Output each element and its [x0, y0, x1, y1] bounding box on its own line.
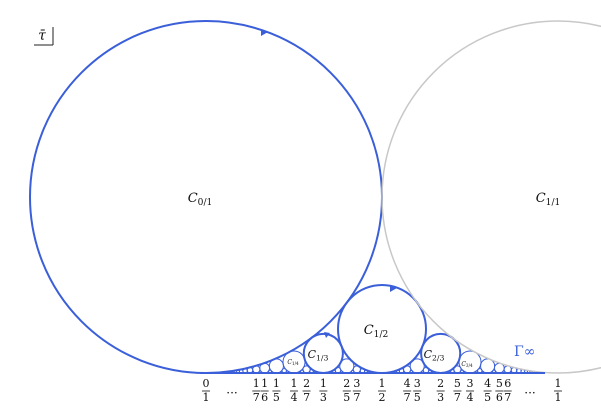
ford-circle: [302, 365, 311, 374]
fraction-denominator: 7: [353, 391, 360, 404]
fraction-numerator: 3: [467, 377, 474, 390]
fraction-numerator: 2: [343, 377, 350, 390]
fraction-denominator: 1: [203, 391, 210, 404]
ford-circle-gray: [381, 20, 601, 374]
fraction-numerator: 3: [353, 377, 360, 390]
fraction-numerator: 3: [414, 377, 421, 390]
ford-circle: [453, 365, 462, 374]
fraction-denominator: 7: [504, 391, 511, 404]
circle-label-sub: 1/1: [546, 197, 561, 207]
circles: [29, 20, 601, 375]
ellipsis: ...: [524, 383, 535, 397]
fraction-numerator: 4: [484, 377, 491, 390]
fraction-denominator: 7: [253, 391, 260, 404]
fraction-denominator: 7: [404, 391, 411, 404]
orientation-arrow: [261, 29, 268, 36]
fraction-denominator: 6: [261, 391, 268, 404]
fraction-numerator: 1: [320, 377, 327, 390]
gamma-label: Γ∞: [514, 344, 535, 360]
fraction-denominator: 3: [437, 391, 444, 404]
fraction-numerator: 4: [404, 377, 411, 390]
ellipsis: ...: [226, 383, 237, 397]
fraction-numerator: 0: [203, 377, 210, 390]
circle-label-sub: 1/2: [374, 329, 389, 339]
fraction-denominator: 1: [555, 391, 562, 404]
orientation-arrow: [324, 332, 330, 338]
circle-label-name: C: [536, 191, 546, 206]
circle-label: C0/1: [188, 191, 213, 208]
circle-label-sub: 1/3: [316, 353, 328, 362]
circle-label: C1/4: [287, 359, 299, 366]
circle-label-name: C: [188, 191, 198, 206]
fraction-denominator: 4: [467, 391, 474, 404]
fraction-numerator: 1: [379, 377, 386, 390]
fraction-numerator: 6: [504, 377, 511, 390]
fraction-denominator: 5: [414, 391, 421, 404]
labels: C0/1 C1/1C1/2C1/3 C2/3C1/4 C3/4011716151427…: [188, 191, 562, 404]
fraction-denominator: 5: [484, 391, 491, 404]
circle-label-name: C: [287, 359, 292, 366]
circle-label: C2/3: [424, 348, 445, 362]
fraction-numerator: 5: [496, 377, 503, 390]
fraction-numerator: 1: [273, 377, 280, 390]
circle-label-name: C: [308, 348, 317, 361]
fraction-denominator: 2: [379, 391, 386, 404]
fraction-denominator: 7: [454, 391, 461, 404]
fraction-denominator: 6: [496, 391, 503, 404]
fraction-denominator: 5: [273, 391, 280, 404]
fraction-numerator: 1: [261, 377, 268, 390]
fraction-numerator: 2: [303, 377, 310, 390]
circle-label-sub: 3/4: [466, 363, 473, 368]
orientation-arrow: [390, 285, 397, 292]
circle-label-sub: 1/4: [292, 361, 299, 366]
fraction-numerator: 1: [291, 377, 298, 390]
circle-label: C1/3: [308, 348, 329, 362]
fraction-denominator: 4: [291, 391, 298, 404]
circle-label-sub: 0/1: [198, 197, 213, 207]
circle-label: C1/1: [536, 191, 561, 208]
circle-label-name: C: [424, 348, 433, 361]
fraction-denominator: 7: [303, 391, 310, 404]
circle-label-sub: 2/3: [432, 353, 444, 362]
corner-label: τ̄: [38, 28, 46, 44]
fraction-numerator: 5: [454, 377, 461, 390]
circle-label: C3/4: [461, 361, 473, 368]
circle-label-name: C: [461, 361, 466, 368]
circle-label-name: C: [364, 323, 374, 338]
fraction-denominator: 3: [320, 391, 327, 404]
fraction-denominator: 5: [343, 391, 350, 404]
fraction-numerator: 1: [253, 377, 260, 390]
circle-label: C1/2: [364, 323, 389, 340]
fraction-numerator: 2: [437, 377, 444, 390]
fraction-numerator: 1: [555, 377, 562, 390]
